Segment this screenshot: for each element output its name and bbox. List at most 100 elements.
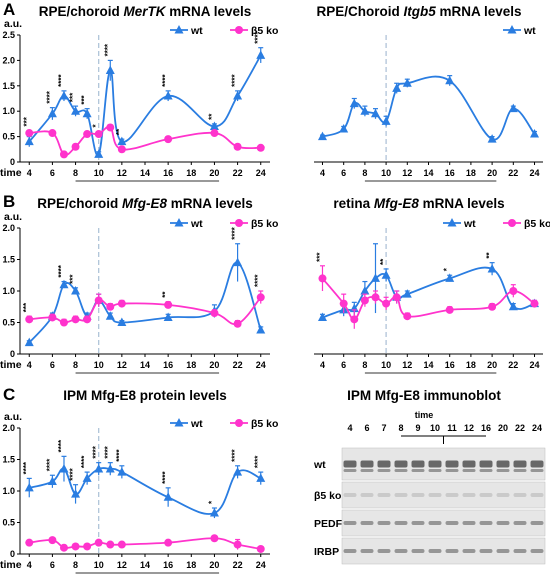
data-point-wt — [360, 286, 370, 295]
blot-band — [343, 493, 357, 497]
data-point-ko — [256, 143, 265, 152]
data-point-wt — [370, 273, 380, 282]
data-point-ko — [488, 302, 497, 311]
data-point-wt — [163, 90, 173, 100]
blot-lane-label: 9 — [415, 423, 420, 433]
blot-band — [377, 493, 391, 497]
blot-band-lower — [496, 469, 510, 472]
legend-marker-wt — [174, 418, 184, 427]
data-point-ko — [445, 305, 454, 314]
significance-stars: **** — [161, 471, 170, 484]
data-point-wt — [105, 311, 115, 320]
data-point-ko — [48, 313, 57, 322]
blot-band — [411, 521, 425, 525]
data-point-ko — [25, 538, 34, 547]
legend-marker-wt — [174, 25, 184, 34]
immunoblot-panel: IPM Mfg-E8 immunoblot time 4 6 7 8 9 10 11 12 16 20… — [313, 388, 546, 565]
x-tick-label: 24 — [256, 560, 266, 570]
data-point-wt — [117, 136, 127, 146]
significance-stars: *** — [22, 302, 31, 312]
y-tick-label: 0.5 — [2, 318, 15, 328]
significance-stars: **** — [115, 448, 124, 461]
blot-band-lower — [360, 469, 374, 472]
blot-band — [530, 460, 544, 468]
data-point-ko — [83, 542, 92, 551]
x-tick-label: 10 — [381, 360, 391, 370]
x-tick-label: 6 — [50, 560, 55, 570]
data-point-ko — [106, 123, 115, 132]
chart-title-part: mRNA levels — [167, 196, 253, 211]
x-tick-label: 6 — [341, 360, 346, 370]
data-point-wt — [59, 90, 69, 100]
series-line-wt — [28, 54, 262, 157]
significance-stars: ** — [485, 252, 494, 259]
x-tick-label: 14 — [140, 560, 150, 570]
y-tick-label: 0 — [10, 157, 15, 167]
blot-row-label: IRBP — [314, 546, 339, 558]
blot-band — [377, 549, 391, 553]
data-point-wt — [163, 312, 173, 321]
significance-stars: ** — [379, 258, 388, 265]
significance-stars: ** — [115, 128, 124, 135]
blot-band — [428, 493, 442, 497]
significance-stars: **** — [57, 74, 66, 87]
data-point-wt — [163, 492, 173, 501]
data-point-wt — [82, 108, 92, 118]
significance-stars: **** — [69, 467, 78, 480]
data-point-ko — [106, 302, 115, 311]
x-tick-label: 24 — [256, 360, 266, 370]
blot-time-label: time — [415, 410, 434, 420]
data-point-wt — [233, 90, 243, 100]
x-tick-label: 6 — [50, 168, 55, 178]
x-tick-label: 18 — [186, 168, 196, 178]
significance-stars: *** — [80, 94, 89, 104]
blot-band — [445, 521, 459, 525]
blot-band — [479, 493, 493, 497]
data-point-wt — [71, 286, 81, 295]
data-point-ko — [83, 315, 92, 324]
data-point-ko — [94, 538, 103, 547]
data-point-wt — [256, 50, 266, 59]
significance-stars: **** — [80, 455, 89, 468]
blot-band — [530, 521, 544, 525]
data-point-ko — [360, 296, 369, 305]
significance-stars: **** — [92, 445, 101, 458]
y-axis-label: a.u. — [4, 211, 22, 223]
blot-band — [377, 460, 391, 468]
data-point-wt — [71, 489, 81, 498]
legend-marker-ko — [235, 26, 243, 34]
chart-title: RPE/Choroid Itgb5 mRNA levels — [316, 4, 521, 19]
blot-lane-label: 24 — [532, 423, 542, 433]
chart-a1: A RPE/choroid MerTK mRNA levels a.u. 0 0.5 1.… — [0, 0, 278, 182]
x-tick-label: 18 — [466, 360, 476, 370]
legend-marker-wt — [447, 218, 457, 227]
blot-band — [394, 460, 408, 468]
data-point-wt — [233, 467, 243, 476]
data-point-wt — [402, 78, 412, 87]
data-point-wt — [402, 289, 412, 298]
x-tick-label: 4 — [320, 360, 325, 370]
blot-strip — [341, 447, 546, 481]
data-point-wt — [24, 136, 34, 146]
data-point-wt — [392, 83, 402, 92]
significance-stars: **** — [231, 448, 240, 461]
x-tick-label: 10 — [381, 168, 391, 178]
x-tick-label: 14 — [140, 360, 150, 370]
data-point-wt — [381, 116, 391, 125]
blot-band — [462, 521, 476, 525]
x-tick-label: 4 — [27, 360, 32, 370]
y-axis-label: a.u. — [4, 411, 22, 423]
data-point-ko — [59, 150, 68, 159]
y-tick-label: 0.5 — [2, 132, 15, 142]
blot-band — [360, 521, 374, 525]
y-tick-label: 0 — [10, 549, 15, 559]
x-tick-label: 20 — [487, 360, 497, 370]
panel-letter: B — [3, 192, 15, 211]
y-tick-label: 0.5 — [2, 518, 15, 528]
data-point-ko — [210, 534, 219, 543]
blot-band — [428, 460, 442, 468]
blot-row-label: wt — [313, 459, 326, 471]
chart-title-part: mRNA levels — [436, 4, 522, 19]
x-tick-label: 22 — [233, 168, 243, 178]
